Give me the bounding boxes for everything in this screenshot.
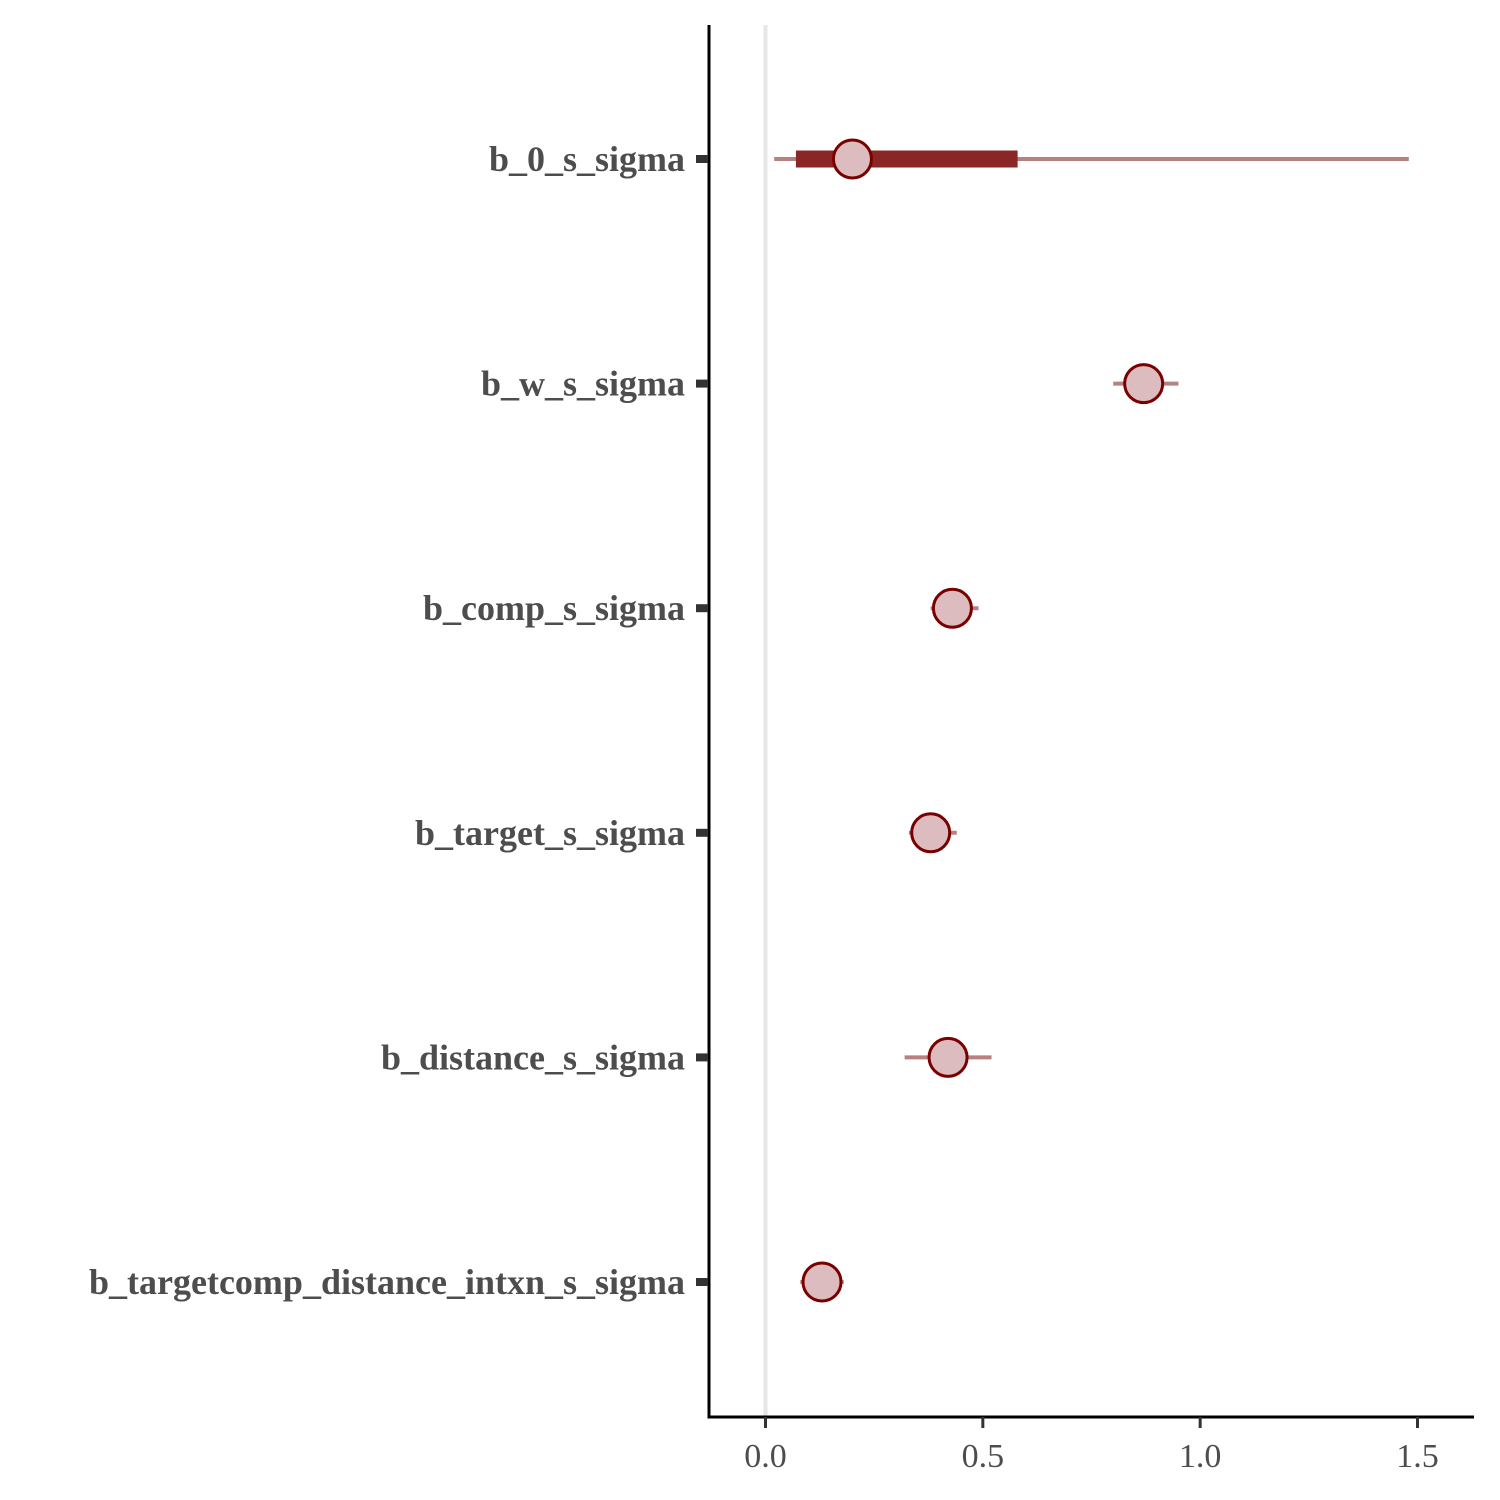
y-tick-mark xyxy=(696,604,708,613)
parameter-label: b_0_s_sigma xyxy=(489,139,685,179)
x-tick-label: 0.0 xyxy=(744,1438,787,1475)
y-tick-mark xyxy=(696,828,708,837)
parameter-label: b_comp_s_sigma xyxy=(423,588,685,628)
parameter-label: b_target_s_sigma xyxy=(415,813,685,853)
point-estimate xyxy=(910,812,952,854)
x-tick-label: 1.0 xyxy=(1179,1438,1222,1475)
y-tick-mark xyxy=(696,155,708,163)
parameter-label: b_targetcomp_distance_intxn_s_sigma xyxy=(89,1262,685,1302)
y-tick-mark xyxy=(696,1053,708,1062)
point-estimate xyxy=(927,1036,969,1078)
point-estimate xyxy=(931,587,973,629)
parameter-label: b_w_s_sigma xyxy=(481,364,685,404)
point-estimate xyxy=(831,138,873,180)
point-estimate xyxy=(801,1261,843,1303)
y-tick-mark xyxy=(696,1278,708,1286)
x-tick-label: 1.5 xyxy=(1396,1438,1439,1475)
x-tick-label: 0.5 xyxy=(962,1438,1005,1475)
y-tick-mark xyxy=(696,379,708,388)
point-estimate xyxy=(1123,363,1165,405)
parameter-label: b_distance_s_sigma xyxy=(381,1037,685,1077)
